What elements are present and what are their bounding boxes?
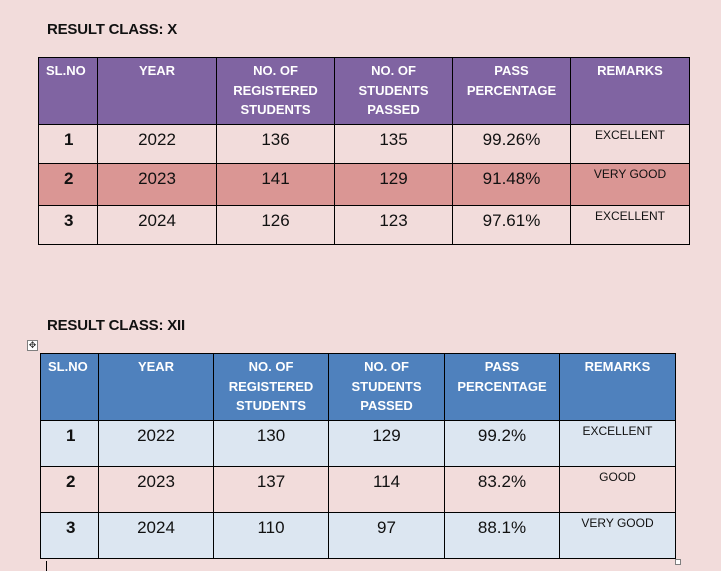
cell-remarks: GOOD	[559, 466, 676, 513]
cell-percentage: 99.2%	[444, 420, 560, 467]
header-students-passed: NO. OF STUDENTS PASSED	[328, 353, 445, 421]
cell-sl-no: 3	[40, 512, 99, 559]
table-header-row: SL.NO YEAR NO. OF REGISTERED STUDENTS NO…	[38, 57, 690, 125]
header-remarks: REMARKS	[559, 353, 676, 421]
cell-remarks: VERY GOOD	[570, 163, 690, 206]
cell-year: 2023	[98, 466, 214, 513]
table-row: 1 2022 136 135 99.26% EXCELLENT	[38, 124, 690, 164]
header-registered-students: NO. OF REGISTERED STUDENTS	[213, 353, 329, 421]
cell-passed: 114	[328, 466, 445, 513]
cell-registered: 126	[216, 205, 335, 245]
cell-year: 2024	[98, 512, 214, 559]
cell-sl-no: 1	[38, 124, 98, 164]
cell-remarks: EXCELLENT	[570, 124, 690, 164]
header-registered-students: NO. OF REGISTERED STUDENTS	[216, 57, 335, 125]
header-remarks: REMARKS	[570, 57, 690, 125]
cell-passed: 135	[334, 124, 453, 164]
cell-year: 2024	[97, 205, 217, 245]
cell-year: 2023	[97, 163, 217, 206]
cell-passed: 129	[328, 420, 445, 467]
resize-handle-icon[interactable]	[675, 559, 681, 565]
header-year: YEAR	[98, 353, 214, 421]
cell-percentage: 91.48%	[452, 163, 571, 206]
table-row: 2 2023 141 129 91.48% VERY GOOD	[38, 163, 690, 206]
class-xii-title: RESULT CLASS: XII	[47, 317, 185, 334]
cell-remarks: VERY GOOD	[559, 512, 676, 559]
cell-percentage: 83.2%	[444, 466, 560, 513]
header-sl-no: SL.NO	[38, 57, 98, 125]
header-year: YEAR	[97, 57, 217, 125]
text-cursor	[46, 561, 47, 571]
cell-registered: 141	[216, 163, 335, 206]
cell-percentage: 97.61%	[452, 205, 571, 245]
table-row: 1 2022 130 129 99.2% EXCELLENT	[40, 420, 676, 467]
cell-passed: 123	[334, 205, 453, 245]
table-row: 3 2024 110 97 88.1% VERY GOOD	[40, 512, 676, 559]
cell-sl-no: 3	[38, 205, 98, 245]
cell-passed: 129	[334, 163, 453, 206]
cell-percentage: 88.1%	[444, 512, 560, 559]
cell-registered: 110	[213, 512, 329, 559]
move-arrows-icon[interactable]: ✥	[27, 340, 38, 351]
class-x-title: RESULT CLASS: X	[47, 21, 178, 38]
table-header-row: SL.NO YEAR NO. OF REGISTERED STUDENTS NO…	[40, 353, 676, 421]
cell-sl-no: 1	[40, 420, 99, 467]
cell-sl-no: 2	[40, 466, 99, 513]
header-pass-percentage: PASS PERCENTAGE	[452, 57, 571, 125]
class-x-result-table: SL.NO YEAR NO. OF REGISTERED STUDENTS NO…	[38, 57, 690, 245]
cell-year: 2022	[97, 124, 217, 164]
cell-registered: 137	[213, 466, 329, 513]
header-sl-no: SL.NO	[40, 353, 99, 421]
cell-percentage: 99.26%	[452, 124, 571, 164]
header-pass-percentage: PASS PERCENTAGE	[444, 353, 560, 421]
cell-remarks: EXCELLENT	[559, 420, 676, 467]
table-row: 3 2024 126 123 97.61% EXCELLENT	[38, 205, 690, 245]
header-students-passed: NO. OF STUDENTS PASSED	[334, 57, 453, 125]
cell-sl-no: 2	[38, 163, 98, 206]
cell-year: 2022	[98, 420, 214, 467]
cell-registered: 136	[216, 124, 335, 164]
cell-remarks: EXCELLENT	[570, 205, 690, 245]
cell-passed: 97	[328, 512, 445, 559]
class-xii-result-table: SL.NO YEAR NO. OF REGISTERED STUDENTS NO…	[40, 353, 676, 559]
table-row: 2 2023 137 114 83.2% GOOD	[40, 466, 676, 513]
cell-registered: 130	[213, 420, 329, 467]
